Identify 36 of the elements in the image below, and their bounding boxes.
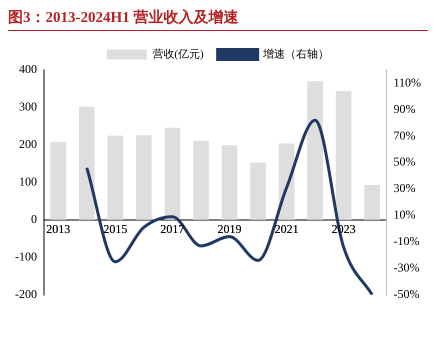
y2-tick-label: 110% [393, 75, 422, 90]
bar [336, 90, 352, 220]
legend-label: 营收(亿元) [152, 47, 204, 60]
bar [307, 81, 323, 220]
x-tick-label: 2019 [217, 222, 242, 236]
y2-tick-label: -10% [393, 234, 420, 248]
bar [107, 136, 124, 220]
bar [78, 106, 95, 220]
bar [193, 140, 209, 220]
line-series [85, 118, 374, 295]
y-tick-label: 0 [30, 212, 37, 226]
y2-tick-label: 90% [393, 102, 416, 116]
y2-tick-label: 70% [393, 128, 416, 142]
y2-tick-label: 30% [393, 181, 416, 196]
bar [164, 128, 180, 220]
bar [50, 142, 66, 220]
legend-label: 增速（右轴） [262, 47, 330, 60]
y-tick-label: 100 [18, 174, 37, 189]
y-tick-label: 400 [18, 62, 37, 76]
y2-tick-label: 10% [393, 208, 416, 222]
x-tick-label: 2015 [103, 222, 128, 236]
x-tick-label: 2013 [46, 222, 70, 236]
y-tick-label: -100 [14, 249, 37, 264]
y-tick-label: 200 [18, 137, 37, 152]
bar [250, 162, 266, 220]
bar [136, 135, 152, 220]
y2-tick-label: -50% [393, 286, 420, 301]
x-tick-label: 2017 [160, 222, 184, 236]
y-tick-label: 300 [18, 100, 37, 114]
chart-title: 图3：2013-2024H1 营业收入及增速 [8, 8, 428, 31]
x-tick-label: 2021 [274, 222, 299, 236]
y-tick-label: -200 [14, 286, 37, 301]
y2-tick-label: 50% [393, 154, 416, 169]
bar [222, 145, 238, 220]
y2-tick-label: -30% [393, 260, 420, 275]
bar [364, 185, 380, 220]
